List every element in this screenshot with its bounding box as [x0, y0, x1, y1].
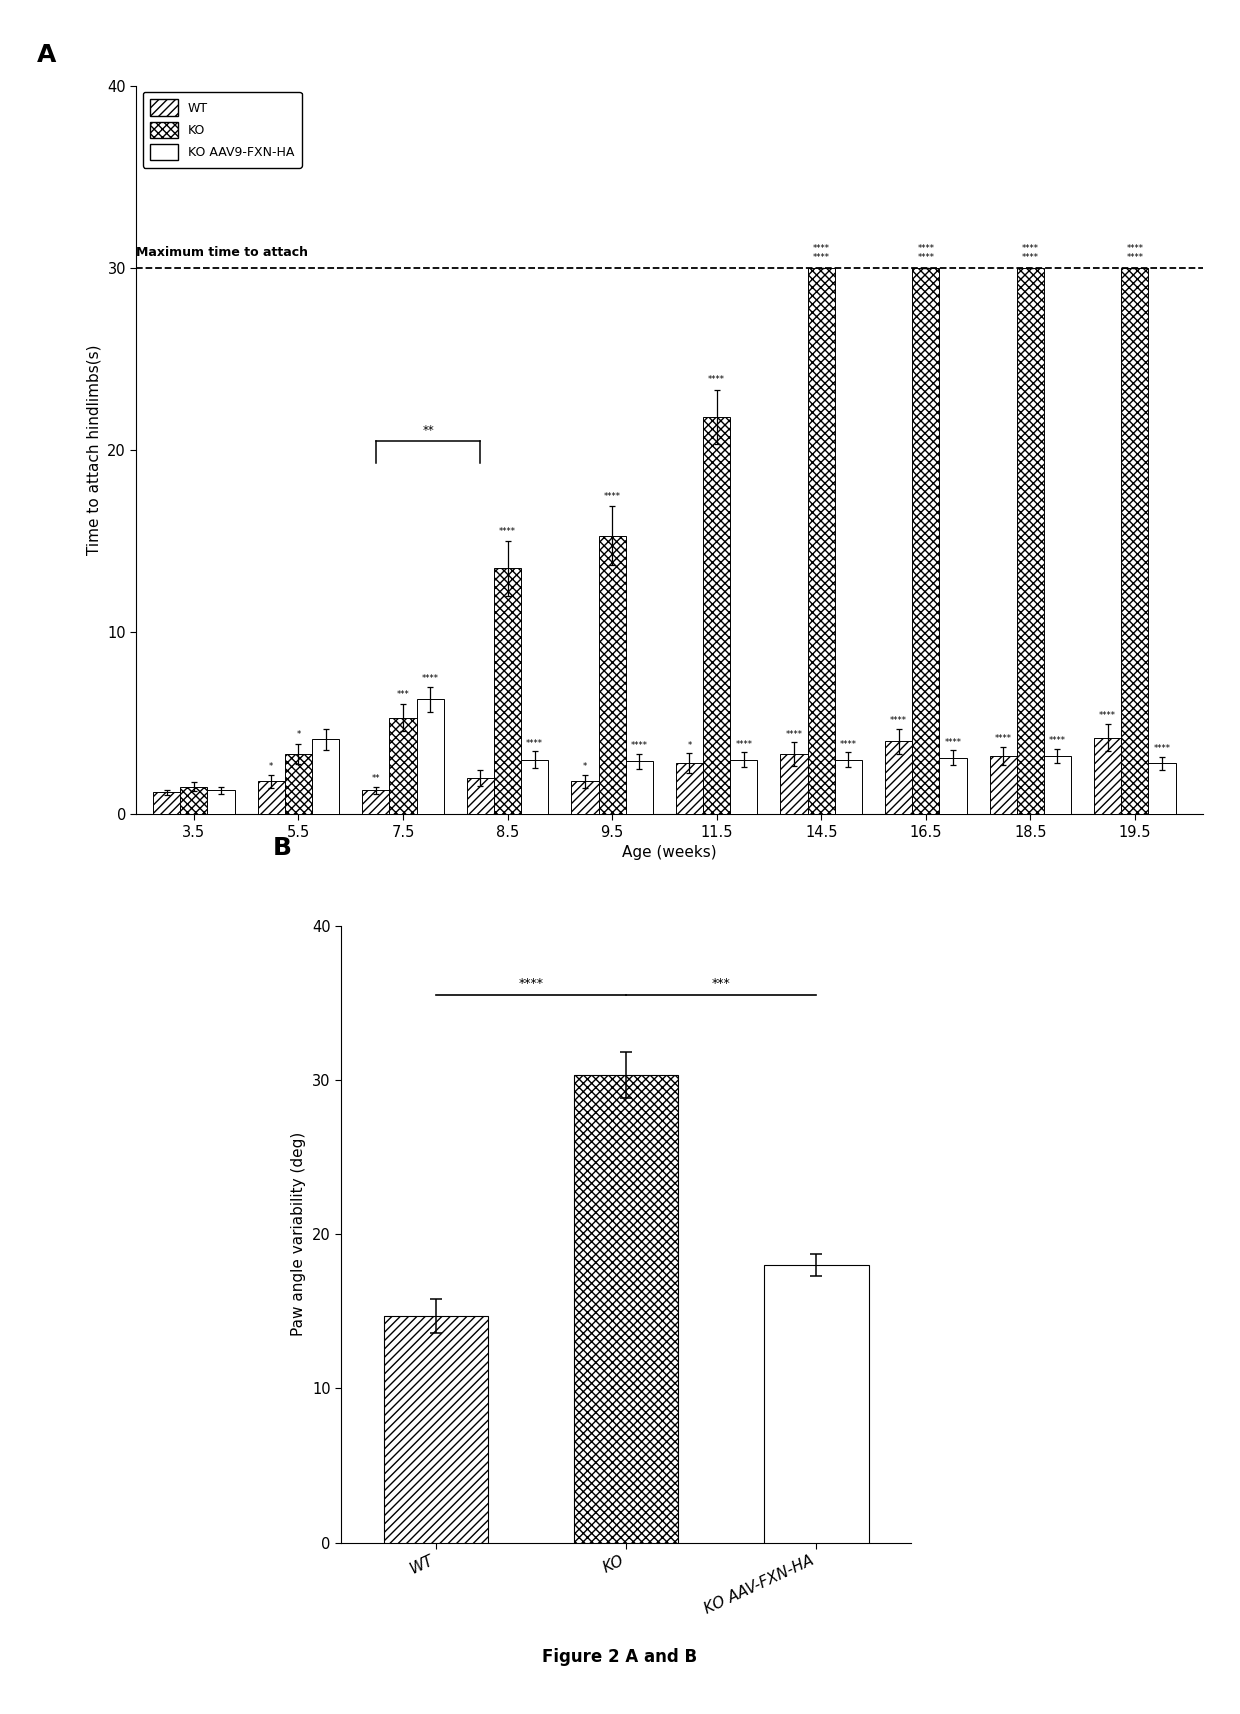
Bar	[258, 782, 285, 814]
Text: ****: ****	[918, 243, 934, 254]
Text: ****: ****	[631, 742, 647, 751]
Text: Figure 2 A and B: Figure 2 A and B	[542, 1647, 698, 1666]
Bar	[1044, 756, 1071, 814]
Bar	[180, 787, 207, 814]
Bar	[730, 759, 758, 814]
Bar	[764, 1265, 868, 1543]
Text: B: B	[273, 836, 291, 860]
Text: *: *	[296, 730, 300, 739]
Bar	[1094, 737, 1121, 814]
Text: **: **	[372, 775, 381, 783]
Text: ****: ****	[1022, 254, 1039, 262]
Text: ****: ****	[1126, 243, 1143, 254]
Bar	[626, 761, 653, 814]
Text: ****: ****	[945, 737, 961, 747]
Text: ***: ***	[397, 689, 409, 699]
Bar	[362, 790, 389, 814]
Text: ****: ****	[1153, 744, 1171, 752]
Bar	[494, 569, 521, 814]
Text: ****: ****	[735, 739, 753, 749]
Bar	[417, 699, 444, 814]
Bar	[676, 763, 703, 814]
Text: ****: ****	[918, 254, 934, 262]
Text: *: *	[687, 740, 692, 749]
Text: ****: ****	[708, 375, 725, 384]
Legend: WT, KO, KO AAV9-FXN-HA: WT, KO, KO AAV9-FXN-HA	[143, 93, 301, 168]
Bar	[1148, 763, 1176, 814]
Y-axis label: Time to attach hindlimbs(s): Time to attach hindlimbs(s)	[87, 345, 102, 555]
Text: *: *	[269, 763, 273, 771]
Text: ****: ****	[812, 254, 830, 262]
Y-axis label: Paw angle variability (deg): Paw angle variability (deg)	[291, 1131, 306, 1337]
Text: ****: ****	[994, 734, 1012, 744]
Bar	[913, 267, 940, 814]
Bar	[780, 754, 807, 814]
Bar	[574, 1075, 678, 1543]
Bar	[207, 790, 234, 814]
Bar	[990, 756, 1017, 814]
Text: ****: ****	[1022, 243, 1039, 254]
Bar	[835, 759, 862, 814]
Text: ****: ****	[1126, 254, 1143, 262]
Text: Maximum time to attach: Maximum time to attach	[136, 245, 309, 259]
Text: ****: ****	[812, 243, 830, 254]
X-axis label: Age (weeks): Age (weeks)	[622, 845, 717, 860]
Bar	[384, 1316, 489, 1543]
Bar	[885, 740, 913, 814]
Bar	[153, 792, 180, 814]
Text: **: **	[422, 423, 434, 437]
Bar	[389, 718, 417, 814]
Text: ****: ****	[498, 526, 516, 535]
Text: *: *	[583, 763, 587, 771]
Bar	[572, 782, 599, 814]
Text: ****: ****	[526, 739, 543, 747]
Bar	[521, 759, 548, 814]
Text: ****: ****	[839, 739, 857, 749]
Bar	[599, 535, 626, 814]
Text: ****: ****	[890, 716, 908, 725]
Text: ***: ***	[712, 977, 730, 991]
Bar	[703, 417, 730, 814]
Text: ****: ****	[1049, 735, 1066, 746]
Text: ****: ****	[604, 492, 620, 500]
Bar	[1017, 267, 1044, 814]
Bar	[940, 758, 966, 814]
Bar	[807, 267, 835, 814]
Text: ****: ****	[518, 977, 543, 991]
Bar	[466, 778, 494, 814]
Text: A: A	[37, 43, 57, 67]
Text: ****: ****	[785, 730, 802, 739]
Bar	[285, 754, 312, 814]
Text: ****: ****	[422, 674, 439, 684]
Text: ****: ****	[1099, 711, 1116, 720]
Bar	[1121, 267, 1148, 814]
Bar	[312, 739, 340, 814]
